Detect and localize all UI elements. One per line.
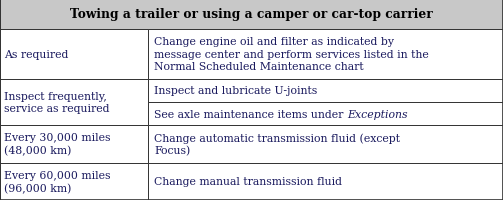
Text: As required: As required: [4, 49, 68, 59]
Text: Inspect frequently,
service as required: Inspect frequently, service as required: [4, 91, 110, 114]
Text: Every 60,000 miles
(96,000 km): Every 60,000 miles (96,000 km): [4, 170, 111, 193]
Text: Inspect and lubricate U-joints: Inspect and lubricate U-joints: [154, 86, 318, 96]
Text: Change engine oil and filter as indicated by
message center and perform services: Change engine oil and filter as indicate…: [154, 37, 429, 72]
Bar: [148, 126, 503, 163]
Text: See axle maintenance items under: See axle maintenance items under: [154, 109, 347, 119]
Bar: [148, 163, 503, 200]
Bar: [0, 163, 148, 200]
Bar: [0, 30, 148, 79]
Bar: [0, 0, 503, 30]
Bar: [0, 79, 148, 126]
Text: Change automatic transmission fluid (except
Focus): Change automatic transmission fluid (exc…: [154, 133, 400, 156]
Bar: [148, 79, 503, 102]
Text: Towing a trailer or using a camper or car-top carrier: Towing a trailer or using a camper or ca…: [70, 8, 433, 21]
Bar: [148, 30, 503, 79]
Text: Exceptions: Exceptions: [347, 109, 408, 119]
Text: Change manual transmission fluid: Change manual transmission fluid: [154, 176, 343, 186]
Text: Every 30,000 miles
(48,000 km): Every 30,000 miles (48,000 km): [4, 133, 111, 156]
Bar: [0, 126, 148, 163]
Bar: [148, 102, 503, 126]
